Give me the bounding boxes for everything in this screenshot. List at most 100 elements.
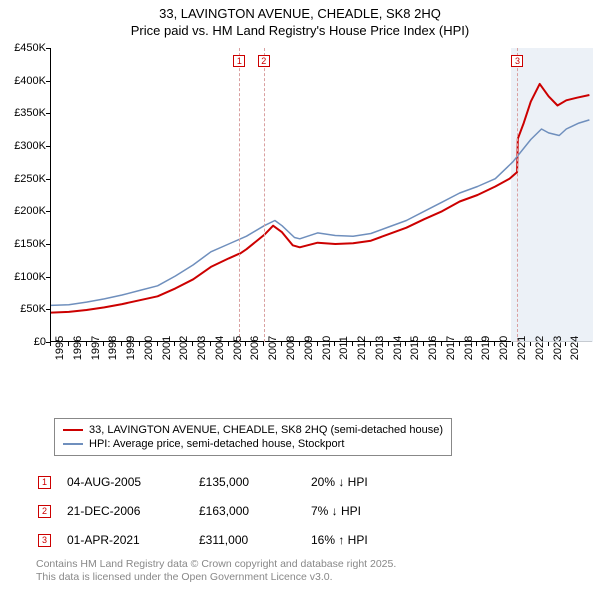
event-delta: 20% ↓ HPI [311, 468, 382, 495]
x-tick-label: 2023 [552, 336, 564, 360]
footer-line1: Contains HM Land Registry data © Crown c… [36, 558, 396, 571]
x-tick-mark [565, 342, 566, 346]
y-tick-mark [46, 277, 50, 278]
x-tick-mark [210, 342, 211, 346]
x-tick-label: 2005 [232, 336, 244, 360]
x-tick-label: 2002 [178, 336, 190, 360]
x-tick-mark [139, 342, 140, 346]
event-marker-icon: 1 [38, 476, 51, 489]
event-delta: 7% ↓ HPI [311, 497, 382, 524]
x-tick-mark [245, 342, 246, 346]
y-tick-mark [46, 113, 50, 114]
x-tick-mark [174, 342, 175, 346]
legend-swatch [63, 429, 83, 431]
y-tick-label: £450K [2, 42, 46, 54]
x-tick-mark [50, 342, 51, 346]
x-tick-label: 2010 [321, 336, 333, 360]
event-price: £311,000 [199, 526, 309, 553]
x-tick-mark [103, 342, 104, 346]
series-hpi [51, 120, 589, 306]
legend: 33, LAVINGTON AVENUE, CHEADLE, SK8 2HQ (… [54, 418, 452, 456]
y-tick-label: £200K [2, 205, 46, 217]
x-tick-mark [530, 342, 531, 346]
x-tick-mark [281, 342, 282, 346]
x-tick-mark [441, 342, 442, 346]
y-tick-label: £50K [2, 303, 46, 315]
event-date: 04-AUG-2005 [67, 468, 197, 495]
y-tick-mark [46, 211, 50, 212]
event-row: 221-DEC-2006£163,0007% ↓ HPI [38, 497, 382, 524]
x-tick-label: 1997 [90, 336, 102, 360]
x-tick-label: 2017 [445, 336, 457, 360]
x-tick-mark [352, 342, 353, 346]
series-svg [51, 48, 593, 342]
x-tick-label: 2016 [427, 336, 439, 360]
y-tick-label: £250K [2, 173, 46, 185]
x-tick-mark [317, 342, 318, 346]
y-tick-label: £350K [2, 107, 46, 119]
x-tick-label: 2011 [338, 336, 350, 360]
legend-label: HPI: Average price, semi-detached house,… [89, 438, 344, 450]
x-tick-label: 2004 [214, 336, 226, 360]
event-delta: 16% ↑ HPI [311, 526, 382, 553]
legend-swatch [63, 443, 83, 445]
x-tick-label: 2013 [374, 336, 386, 360]
legend-item: 33, LAVINGTON AVENUE, CHEADLE, SK8 2HQ (… [63, 423, 443, 437]
x-tick-label: 1995 [54, 336, 66, 360]
x-tick-mark [388, 342, 389, 346]
legend-item: HPI: Average price, semi-detached house,… [63, 437, 443, 451]
x-tick-mark [334, 342, 335, 346]
event-marker-icon: 3 [38, 534, 51, 547]
event-marker-icon: 2 [38, 505, 51, 518]
footer-attribution: Contains HM Land Registry data © Crown c… [36, 558, 396, 584]
x-tick-label: 2012 [356, 336, 368, 360]
y-tick-mark [46, 179, 50, 180]
x-tick-label: 2015 [409, 336, 421, 360]
event-vline [517, 48, 518, 342]
x-tick-label: 2018 [463, 336, 475, 360]
x-tick-label: 2003 [196, 336, 208, 360]
x-tick-mark [370, 342, 371, 346]
x-tick-label: 1999 [125, 336, 137, 360]
x-tick-mark [263, 342, 264, 346]
x-tick-mark [299, 342, 300, 346]
event-marker: 1 [233, 55, 245, 67]
event-row: 3 01-APR-2021£311,00016% ↑ HPI [38, 526, 382, 553]
y-tick-label: £0 [2, 336, 46, 348]
y-tick-label: £100K [2, 271, 46, 283]
x-tick-mark [423, 342, 424, 346]
x-tick-mark [512, 342, 513, 346]
event-date: 01-APR-2021 [67, 526, 197, 553]
chart: 123 £0£50K£100K£150K£200K£250K£300K£350K… [6, 48, 592, 378]
x-tick-label: 1996 [72, 336, 84, 360]
x-tick-label: 2024 [569, 336, 581, 360]
x-tick-label: 2006 [249, 336, 261, 360]
y-tick-label: £150K [2, 238, 46, 250]
x-tick-mark [405, 342, 406, 346]
series-price_paid [51, 84, 589, 313]
events-table: 1 04-AUG-2005£135,00020% ↓ HPI221-DEC-200… [36, 466, 384, 555]
x-tick-label: 2014 [392, 336, 404, 360]
x-tick-mark [121, 342, 122, 346]
y-tick-mark [46, 146, 50, 147]
x-tick-label: 2009 [303, 336, 315, 360]
x-tick-mark [157, 342, 158, 346]
y-tick-mark [46, 309, 50, 310]
x-tick-label: 2000 [143, 336, 155, 360]
legend-label: 33, LAVINGTON AVENUE, CHEADLE, SK8 2HQ (… [89, 424, 443, 436]
x-tick-mark [86, 342, 87, 346]
x-tick-label: 1998 [107, 336, 119, 360]
x-tick-label: 2021 [516, 336, 528, 360]
x-tick-mark [68, 342, 69, 346]
footer-line2: This data is licensed under the Open Gov… [36, 571, 396, 584]
y-tick-mark [46, 81, 50, 82]
event-price: £163,000 [199, 497, 309, 524]
x-tick-mark [459, 342, 460, 346]
event-vline [264, 48, 265, 342]
x-tick-mark [192, 342, 193, 346]
y-tick-label: £400K [2, 75, 46, 87]
chart-title-line2: Price paid vs. HM Land Registry's House … [0, 21, 600, 38]
event-marker: 3 [511, 55, 523, 67]
y-tick-mark [46, 48, 50, 49]
event-price: £135,000 [199, 468, 309, 495]
